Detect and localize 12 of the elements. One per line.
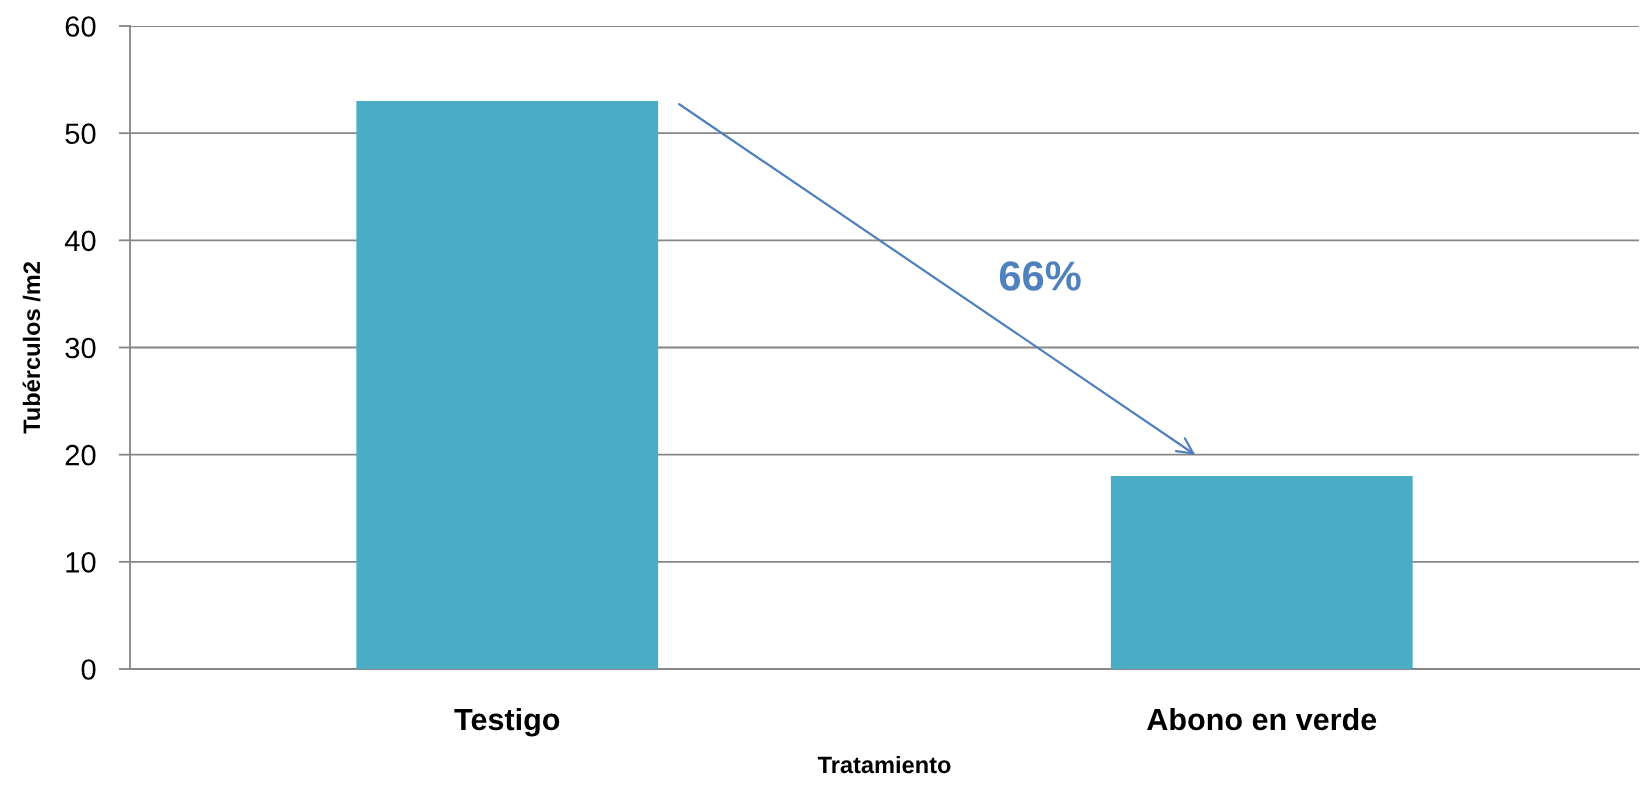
annotation: 66% [999,261,1081,291]
y-tick-label: 20 [65,444,96,466]
x-tick-label: Testigo [454,707,560,737]
y-tick-label: 50 [65,123,96,145]
y-tick-label: 60 [65,16,96,37]
x-axis-title: Tratamiento [817,755,951,774]
y-tick-label: 30 [65,337,96,359]
y-axis-title: Tubérculos /m2 [22,262,41,434]
y-tick-label: 0 [81,659,96,680]
x-tick-label: Abono en verde [1147,707,1377,731]
y-tick-label: 40 [64,230,96,252]
y-tick-label: 10 [66,552,96,573]
